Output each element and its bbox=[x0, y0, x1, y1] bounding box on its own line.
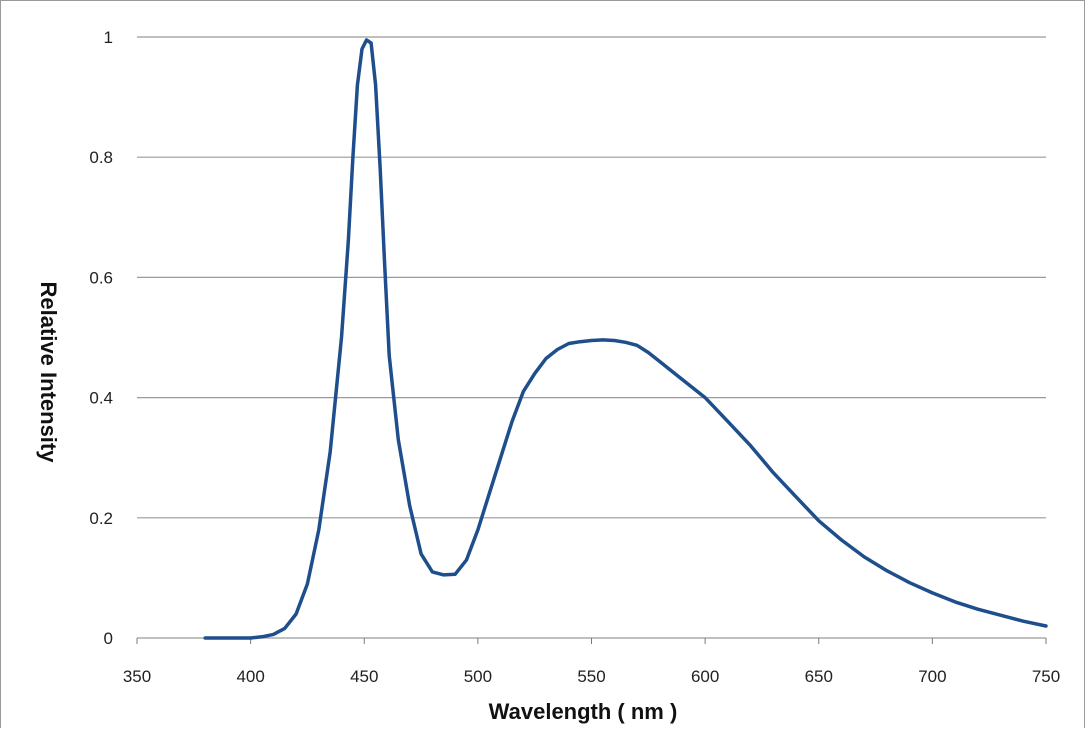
y-tick-label: 0.6 bbox=[89, 268, 113, 287]
x-tick-label: 750 bbox=[1032, 667, 1060, 686]
y-axis-title: Relative Intensity bbox=[36, 282, 61, 464]
x-tick-label: 550 bbox=[577, 667, 605, 686]
x-axis: 350 400 450 500 550 600 650 700 750 bbox=[123, 638, 1060, 686]
x-tick-label: 700 bbox=[918, 667, 946, 686]
y-axis: 0 0.2 0.4 0.6 0.8 1 bbox=[89, 28, 113, 648]
x-tick-label: 500 bbox=[464, 667, 492, 686]
x-tick-label: 600 bbox=[691, 667, 719, 686]
series-line-0 bbox=[203, 38, 1048, 640]
y-tick-label: 1 bbox=[104, 28, 113, 47]
y-tick-label: 0.4 bbox=[89, 389, 113, 408]
x-tick-label: 450 bbox=[350, 667, 378, 686]
x-tick-label: 400 bbox=[236, 667, 264, 686]
x-tick-label: 650 bbox=[805, 667, 833, 686]
x-tick-label: 350 bbox=[123, 667, 151, 686]
y-tick-label: 0.2 bbox=[89, 509, 113, 528]
y-tick-label: 0.8 bbox=[89, 148, 113, 167]
gridlines bbox=[137, 36, 1046, 639]
x-axis-title: Wavelength ( nm ) bbox=[489, 699, 678, 724]
y-tick-label: 0 bbox=[104, 629, 113, 648]
series-layer bbox=[203, 38, 1048, 640]
